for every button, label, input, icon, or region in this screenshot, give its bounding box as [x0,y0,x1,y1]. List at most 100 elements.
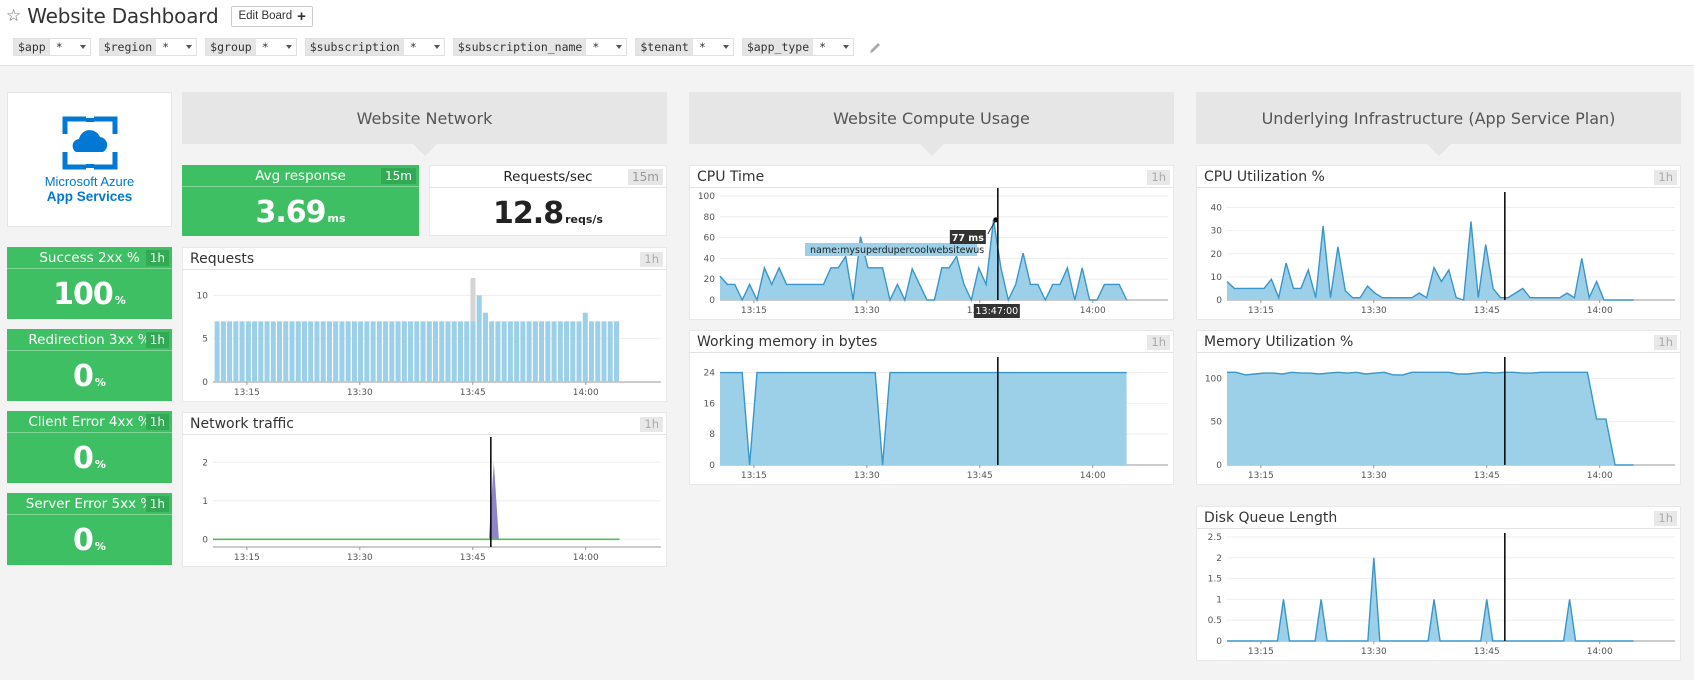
widget-title: CPU Time [697,168,765,185]
svg-text:13:30: 13:30 [1361,306,1387,316]
widget-unit: % [114,294,126,307]
avg-response-widget[interactable]: Avg response 15m 3.69 ms [182,165,419,236]
timeframe-badge: 1h [145,332,169,348]
svg-text:100: 100 [698,192,715,202]
widget-value: 12.8 [493,196,564,231]
svg-text:14:00: 14:00 [1080,306,1106,316]
variable-value: * [819,40,827,54]
star-outline-icon[interactable]: ☆ [6,5,22,26]
svg-text:5: 5 [202,335,208,345]
widget-title: CPU Utilization % [1204,168,1325,185]
svg-text:14:00: 14:00 [1587,471,1613,481]
tooltip-series-label: name:mysuperdupercoolwebsitewus [805,243,984,256]
section-title: Website Compute Usage [833,108,1030,128]
status-tile[interactable]: Redirection 3xx % 1h 0% [7,329,172,401]
cpu-utilization-widget[interactable]: CPU Utilization % 1h 0 10 20 30 40 13:15 13:30 1… [1196,165,1681,320]
variable-select[interactable]: * [403,39,444,55]
requests-widget[interactable]: Requests 1h 0 5 10 13:15 13:30 13:45 14:00 [182,247,667,402]
template-variable: $subscription * [304,38,445,56]
tooltip-value: 77 ms [949,230,986,244]
chevron-down-icon [79,45,86,49]
svg-text:13:30: 13:30 [854,306,880,316]
svg-text:8: 8 [709,430,715,440]
disk-queue-chart[interactable]: 0 0.5 1 1.5 2 2.5 13:15 13:30 13:45 14:00 [1197,529,1680,660]
svg-text:13:15: 13:15 [1248,306,1274,316]
widget-title: Avg response [255,167,346,184]
svg-text:13:45: 13:45 [967,471,993,481]
svg-text:13:15: 13:15 [234,388,260,398]
status-tile[interactable]: Success 2xx % 1h 100% [7,247,172,319]
svg-text:0: 0 [1216,461,1222,471]
dashboard-header: ☆ Website Dashboard Edit Board + $app * $… [0,0,1694,66]
working-memory-widget[interactable]: Working memory in bytes 1h 0 8 16 24 13:15 13:… [689,330,1174,485]
memory-utilization-chart[interactable]: 0 50 100 13:15 13:30 13:45 14:00 [1197,353,1680,484]
svg-text:13:30: 13:30 [347,388,373,398]
widget-title: Client Error 4xx % [28,413,151,430]
chevron-down-icon [722,45,729,49]
requests-bar-chart[interactable]: 0 5 10 13:15 13:30 13:45 14:00 [183,270,666,401]
template-variable: $app_type * [741,38,855,56]
widget-title: Requests/sec [503,168,593,185]
widget-value: 0 [73,441,94,476]
svg-text:13:15: 13:15 [234,553,260,563]
svg-text:0: 0 [1216,296,1222,306]
svg-text:14:00: 14:00 [1587,306,1613,316]
template-variable: $region * [98,38,198,56]
timeframe-badge: 1h [640,252,663,267]
variable-select[interactable]: * [156,39,197,55]
timeframe-badge: 15m [628,169,663,185]
chevron-down-icon [616,45,623,49]
svg-text:14:00: 14:00 [1587,647,1613,657]
svg-text:1: 1 [202,497,208,507]
svg-text:13:30: 13:30 [854,471,880,481]
logo-line2: App Services [46,188,133,204]
variable-select[interactable]: * [813,39,854,55]
variable-select[interactable]: * [692,39,733,55]
network-traffic-chart[interactable]: 0 1 2 13:15 13:30 13:45 14:00 [183,435,666,566]
svg-text:10: 10 [197,291,209,301]
pencil-icon[interactable] [868,40,882,54]
variable-select[interactable]: * [49,39,90,55]
svg-text:2: 2 [1216,554,1222,564]
variable-select[interactable]: * [255,39,296,55]
section-header-infra: Underlying Infrastructure (App Service P… [1196,92,1681,156]
status-tile[interactable]: Client Error 4xx % 1h 0% [7,411,172,483]
svg-text:20: 20 [704,275,716,285]
svg-text:16: 16 [704,399,716,409]
requests-per-sec-widget[interactable]: Requests/sec 15m 12.8 reqs/s [429,165,667,236]
svg-text:30: 30 [1211,227,1223,237]
status-tile[interactable]: Server Error 5xx % 1h 0% [7,493,172,565]
svg-text:0: 0 [709,461,715,471]
variable-name: $subscription [309,40,400,54]
template-variables: $app * $region * $group * $subscription * $s… [13,38,882,56]
timeframe-badge: 1h [145,496,169,512]
variable-name: $tenant [640,40,689,54]
network-traffic-widget[interactable]: Network traffic 1h 0 1 2 13:15 13:30 13:45 14:0… [182,412,667,567]
edit-board-button[interactable]: Edit Board + [231,5,313,27]
variable-name: $app_type [746,40,810,54]
svg-text:13:30: 13:30 [1361,647,1387,657]
svg-text:1.5: 1.5 [1208,575,1222,585]
disk-queue-widget[interactable]: Disk Queue Length 1h 0 0.5 1 1.5 2 2.5 13:15 13:… [1196,506,1681,661]
timeframe-badge: 1h [1654,335,1677,350]
variable-value: * [409,40,417,54]
timeframe-badge: 15m [381,168,416,184]
memory-utilization-widget[interactable]: Memory Utilization % 1h 0 50 100 13:15 13:30 1… [1196,330,1681,485]
working-memory-chart[interactable]: 0 8 16 24 13:15 13:30 13:45 14:00 [690,353,1173,484]
azure-app-services-icon [62,116,117,169]
widget-title: Success 2xx % [39,249,140,266]
svg-text:13:15: 13:15 [741,471,767,481]
svg-text:10: 10 [1211,273,1223,283]
svg-text:80: 80 [704,213,716,223]
cpu-utilization-chart[interactable]: 0 10 20 30 40 13:15 13:30 13:45 14:00 [1197,188,1680,319]
timeframe-badge: 1h [145,414,169,430]
section-title: Website Network [356,108,493,128]
template-variable: $tenant * [635,38,734,56]
chevron-down-icon [285,45,292,49]
variable-select[interactable]: * [586,39,627,55]
plus-icon: + [297,7,306,25]
cpu-time-chart[interactable]: 02040608010013:1513:3013:4514:00name:mys… [690,188,1173,319]
variable-value: * [55,40,63,54]
svg-text:0: 0 [1216,637,1222,647]
